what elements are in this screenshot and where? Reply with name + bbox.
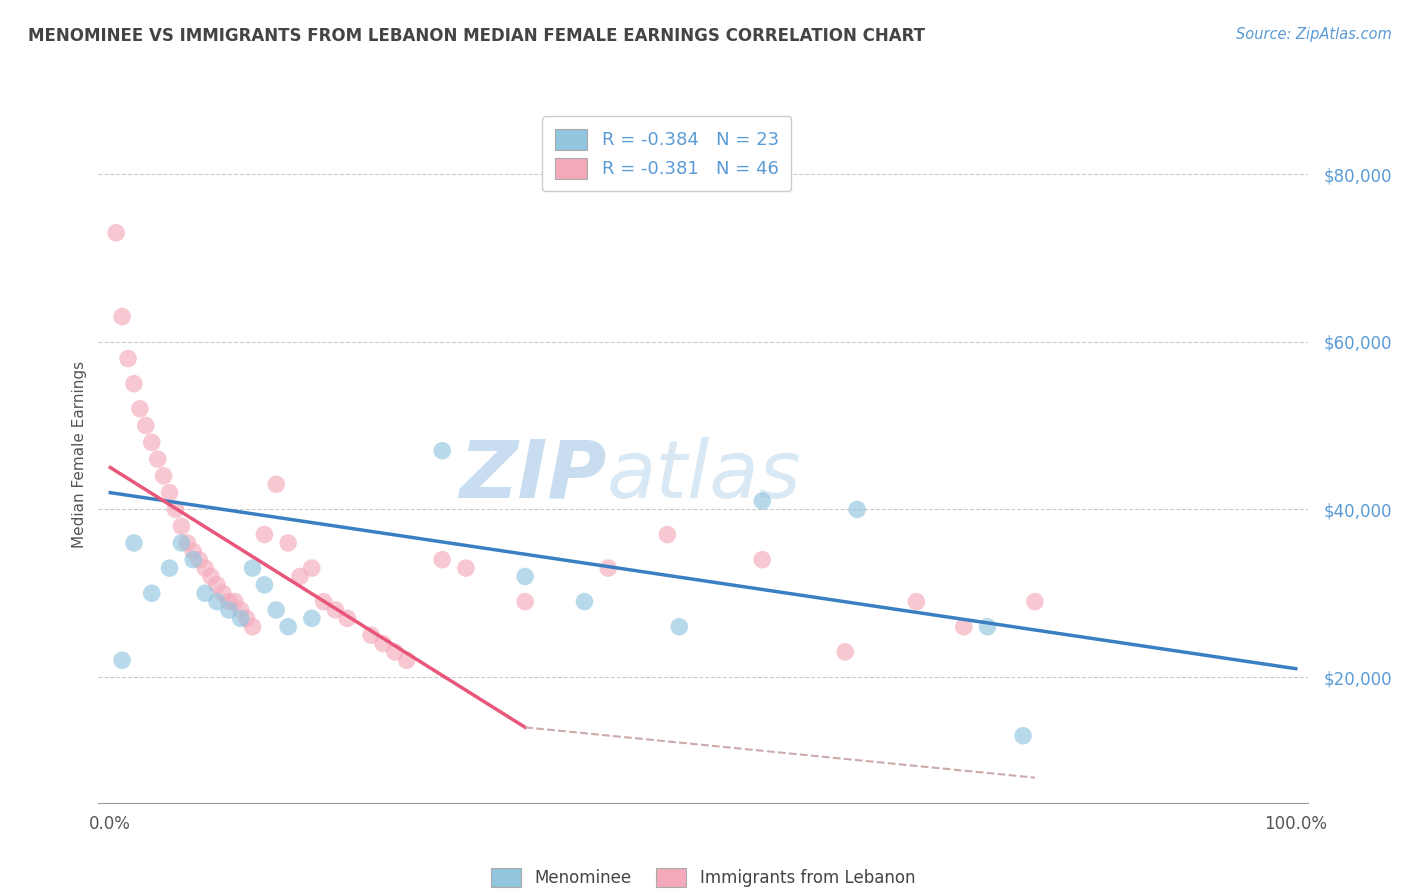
Point (111, 653, 134, 667)
Point (188, 552, 211, 566)
Point (312, 594, 335, 608)
Point (515, 569, 537, 583)
Point (574, 594, 596, 608)
Point (751, 494, 773, 508)
Text: Source: ZipAtlas.com: Source: ZipAtlas.com (1236, 27, 1392, 42)
Point (229, 611, 252, 625)
Point (242, 561, 264, 575)
Point (952, 620, 974, 634)
Point (122, 376, 145, 391)
Point (515, 594, 537, 608)
Point (135, 418, 157, 433)
Point (218, 603, 240, 617)
Point (141, 586, 163, 600)
Point (325, 603, 347, 617)
Point (111, 310, 134, 324)
Text: MENOMINEE VS IMMIGRANTS FROM LEBANON MEDIAN FEMALE EARNINGS CORRELATION CHART: MENOMINEE VS IMMIGRANTS FROM LEBANON MED… (28, 27, 925, 45)
Point (253, 527, 276, 541)
Point (336, 611, 359, 625)
Point (264, 477, 287, 491)
Point (905, 594, 928, 608)
Point (229, 603, 252, 617)
Point (395, 653, 418, 667)
Point (384, 645, 406, 659)
Point (181, 552, 204, 566)
Point (657, 527, 679, 541)
Point (205, 578, 228, 592)
Point (301, 611, 323, 625)
Point (194, 561, 217, 575)
Point (277, 620, 299, 634)
Point (846, 502, 869, 516)
Point (253, 578, 276, 592)
Point (264, 603, 287, 617)
Point (371, 636, 394, 650)
Point (224, 594, 246, 608)
Point (432, 443, 454, 458)
Point (170, 519, 193, 533)
Point (205, 594, 228, 608)
Point (668, 620, 690, 634)
Point (200, 569, 222, 583)
Point (146, 452, 169, 467)
Point (432, 552, 454, 566)
Text: ZIP: ZIP (458, 437, 606, 515)
Point (598, 561, 620, 575)
Point (235, 611, 257, 625)
Point (976, 620, 998, 634)
Point (212, 586, 235, 600)
Point (360, 628, 382, 642)
Point (122, 536, 145, 550)
Point (165, 502, 187, 516)
Point (170, 536, 193, 550)
Point (288, 569, 311, 583)
Point (301, 561, 323, 575)
Text: atlas: atlas (606, 437, 801, 515)
Point (159, 561, 181, 575)
Point (129, 401, 152, 416)
Point (176, 536, 198, 550)
Point (117, 351, 139, 366)
Point (159, 485, 181, 500)
Point (181, 544, 204, 558)
Point (1024, 594, 1046, 608)
Point (242, 620, 264, 634)
Point (751, 552, 773, 566)
Point (834, 645, 856, 659)
Point (105, 226, 128, 240)
Point (277, 536, 299, 550)
Point (454, 561, 477, 575)
Legend: Menominee, Immigrants from Lebanon: Menominee, Immigrants from Lebanon (482, 860, 924, 892)
Point (218, 594, 240, 608)
Y-axis label: Median Female Earnings: Median Female Earnings (72, 361, 87, 549)
Point (194, 586, 217, 600)
Point (1012, 729, 1035, 743)
Point (141, 435, 163, 450)
Point (152, 468, 174, 483)
